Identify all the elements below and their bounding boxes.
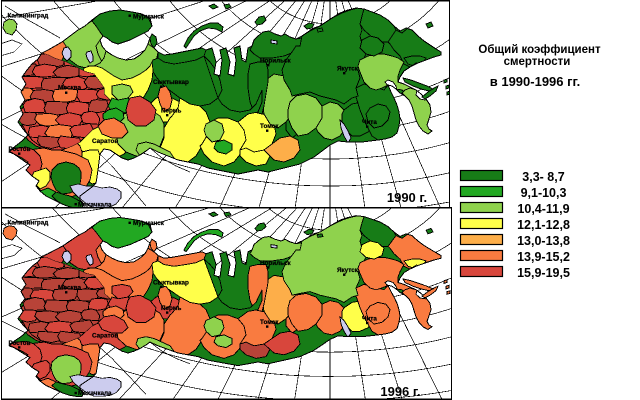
svg-text:Мурманск: Мурманск (133, 220, 165, 227)
svg-text:Чита: Чита (362, 316, 377, 323)
svg-text:15,9-19,5: 15,9-19,5 (517, 266, 570, 280)
svg-text:Чита: Чита (362, 119, 377, 126)
svg-text:Якутск: Якутск (337, 267, 359, 274)
svg-text:Калининград: Калининград (8, 13, 49, 20)
svg-text:Сыктывкар: Сыктывкар (153, 79, 189, 86)
svg-text:Саратов: Саратов (92, 138, 118, 145)
svg-text:3,3- 8,7: 3,3- 8,7 (522, 170, 564, 184)
svg-text:Пермь: Пермь (161, 108, 181, 115)
svg-text:9,1-10,3: 9,1-10,3 (521, 186, 567, 200)
svg-text:12,1-12,8: 12,1-12,8 (517, 218, 570, 232)
svg-text:Якутск: Якутск (337, 66, 359, 73)
svg-text:Саратов: Саратов (92, 333, 118, 340)
svg-text:в 1990-1996 гг.: в 1990-1996 гг. (490, 74, 581, 89)
svg-text:Сыктывкар: Сыктывкар (153, 279, 189, 286)
svg-text:Пермь: Пермь (161, 305, 181, 312)
svg-text:Махачкала: Махачкала (78, 390, 112, 397)
svg-text:10,4-11,9: 10,4-11,9 (517, 202, 569, 216)
svg-text:Норильск: Норильск (260, 58, 291, 65)
svg-text:смертности: смертности (504, 56, 571, 68)
svg-text:Москва: Москва (58, 85, 81, 92)
svg-text:13,9-15,2: 13,9-15,2 (517, 250, 570, 264)
svg-text:Норильск: Норильск (260, 260, 291, 267)
svg-text:Ростов: Ростов (9, 340, 31, 347)
svg-text:Калининград: Калининград (8, 219, 49, 226)
svg-text:Общий коэффициент: Общий коэффициент (478, 44, 601, 56)
svg-text:1990 г.: 1990 г. (387, 190, 427, 205)
svg-text:Махачкала: Махачкала (78, 202, 112, 209)
svg-text:Томск: Томск (260, 319, 279, 326)
svg-text:1996 г.: 1996 г. (380, 384, 420, 399)
svg-text:13,0-13,8: 13,0-13,8 (517, 234, 570, 248)
svg-text:Ростов: Ростов (9, 146, 31, 153)
svg-text:Москва: Москва (58, 284, 81, 291)
svg-text:Мурманск: Мурманск (133, 14, 165, 21)
svg-text:Томск: Томск (260, 123, 279, 130)
